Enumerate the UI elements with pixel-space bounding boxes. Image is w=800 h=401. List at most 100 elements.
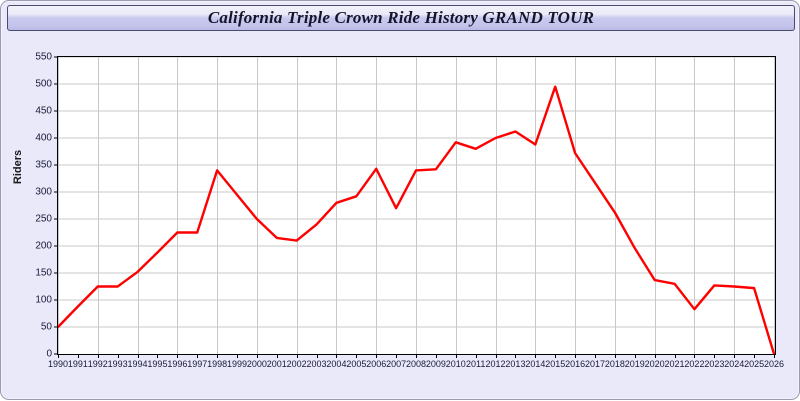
x-axis-tick-mark bbox=[98, 354, 99, 358]
x-axis-tick-mark bbox=[436, 354, 437, 358]
y-axis-tick-mark bbox=[54, 272, 58, 274]
y-axis-tick-mark bbox=[54, 245, 58, 247]
x-axis-tick-mark bbox=[714, 354, 715, 358]
x-axis-tick-mark bbox=[635, 354, 636, 358]
x-axis-tick-mark bbox=[277, 354, 278, 358]
y-axis-tick-label: 150 bbox=[35, 267, 52, 279]
x-axis-tick-mark bbox=[416, 354, 417, 358]
x-axis-tick-mark bbox=[297, 354, 298, 358]
x-axis-tick-mark bbox=[157, 354, 158, 358]
y-axis-tick-mark bbox=[54, 353, 58, 355]
y-axis-tick-label: 50 bbox=[40, 321, 52, 333]
y-axis-tick-label: 350 bbox=[35, 159, 52, 171]
x-axis-tick-label: 2025 bbox=[744, 359, 765, 369]
y-axis-tick-mark bbox=[54, 137, 58, 139]
x-axis-tick-mark bbox=[356, 354, 357, 358]
x-axis-tick-label: 2002 bbox=[286, 359, 307, 369]
x-axis-tick-mark bbox=[476, 354, 477, 358]
x-axis-tick-label: 2006 bbox=[366, 359, 387, 369]
x-axis-tick-mark bbox=[774, 354, 775, 358]
x-axis-tick-label: 1997 bbox=[187, 359, 208, 369]
x-axis-tick-label: 1995 bbox=[147, 359, 168, 369]
x-axis-tick-label: 2012 bbox=[485, 359, 506, 369]
x-axis-tick-label: 2010 bbox=[445, 359, 466, 369]
x-axis-tick-label: 1999 bbox=[226, 359, 248, 369]
x-axis-tick-mark bbox=[754, 354, 755, 358]
x-axis-tick-mark bbox=[575, 354, 576, 358]
x-axis-tick-label: 2013 bbox=[505, 359, 526, 369]
x-axis-tick-mark bbox=[675, 354, 676, 358]
x-axis-tick-label: 2001 bbox=[266, 359, 287, 369]
x-axis-tick-mark bbox=[376, 354, 377, 358]
y-axis-tick-label: 300 bbox=[35, 186, 52, 198]
y-axis-tick-mark bbox=[54, 164, 58, 166]
x-axis-tick-mark bbox=[177, 354, 178, 358]
y-axis-tick-label: 400 bbox=[35, 132, 52, 144]
data-line-riders bbox=[58, 85, 775, 354]
x-axis-tick-mark bbox=[694, 354, 695, 358]
x-axis-tick-label: 2024 bbox=[724, 359, 745, 369]
y-axis-tick-label: 0 bbox=[46, 348, 52, 360]
x-axis-tick-mark bbox=[58, 354, 59, 358]
y-axis-tick-label: 200 bbox=[35, 240, 52, 252]
x-axis-tick-label: 2009 bbox=[425, 359, 446, 369]
x-axis-tick-label: 2014 bbox=[525, 359, 546, 369]
x-axis-tick-mark bbox=[655, 354, 656, 358]
x-axis-tick-label: 1991 bbox=[67, 359, 88, 369]
x-axis-tick-label: 2022 bbox=[684, 359, 705, 369]
window-titlebar: California Triple Crown Ride History GRA… bbox=[7, 5, 795, 31]
x-axis-tick-mark bbox=[396, 354, 397, 358]
y-axis-tick-mark bbox=[54, 299, 58, 301]
x-axis-tick-label: 2008 bbox=[405, 359, 427, 369]
x-axis-tick-label: 2020 bbox=[644, 359, 665, 369]
plot-area: 0 50 100 150 200 250 300 350 400 450 500 550 1990 199… bbox=[35, 52, 784, 370]
x-axis-tick-label: 2015 bbox=[545, 359, 566, 369]
x-axis-tick-mark bbox=[257, 354, 258, 358]
x-axis-tick-mark bbox=[456, 354, 457, 358]
x-axis-tick-label: 1996 bbox=[167, 359, 188, 369]
x-axis-tick-mark bbox=[555, 354, 556, 358]
x-axis-tick-label: 2016 bbox=[565, 359, 586, 369]
y-axis-tick-label: 450 bbox=[35, 105, 52, 117]
x-axis-tick-label: 1994 bbox=[127, 359, 148, 369]
y-axis-tick-label: 500 bbox=[35, 78, 52, 90]
x-axis-tick-label: 1990 bbox=[47, 359, 69, 369]
y-axis-tick-label: 550 bbox=[35, 51, 52, 63]
x-axis-tick-label: 2021 bbox=[664, 359, 685, 369]
grid-lines bbox=[58, 57, 775, 354]
y-axis-tick-mark bbox=[54, 110, 58, 112]
x-axis-tick-mark bbox=[118, 354, 119, 358]
x-axis-tick-mark bbox=[138, 354, 139, 358]
y-axis-tick-mark bbox=[54, 218, 58, 220]
x-axis-tick-label: 1993 bbox=[107, 359, 128, 369]
x-axis-tick-mark bbox=[734, 354, 735, 358]
x-axis-tick-label: 2004 bbox=[326, 359, 347, 369]
x-axis-tick-mark bbox=[515, 354, 516, 358]
x-axis-tick-mark bbox=[237, 354, 238, 358]
x-axis-tick-mark bbox=[336, 354, 337, 358]
x-axis-tick-label: 2023 bbox=[704, 359, 725, 369]
y-axis-tick-label: 250 bbox=[35, 213, 52, 225]
x-axis-tick-label: 2007 bbox=[386, 359, 407, 369]
x-axis-tick-label: 2017 bbox=[584, 359, 606, 369]
y-axis-tick-mark bbox=[54, 83, 58, 85]
y-axis-tick-mark bbox=[54, 326, 58, 328]
x-axis-tick-mark bbox=[317, 354, 318, 358]
x-axis-tick-mark bbox=[197, 354, 198, 358]
y-axis-tick-label: 100 bbox=[35, 294, 52, 306]
x-axis-tick-label: 2003 bbox=[306, 359, 327, 369]
x-axis-tick-label: 2018 bbox=[604, 359, 625, 369]
x-axis-tick-mark bbox=[496, 354, 497, 358]
x-axis-tick-label: 2019 bbox=[624, 359, 645, 369]
x-axis-tick-label: 1992 bbox=[87, 359, 108, 369]
y-axis-tick-mark bbox=[54, 191, 58, 193]
x-axis-tick-label: 2026 bbox=[763, 359, 785, 369]
x-axis-tick-mark bbox=[535, 354, 536, 358]
x-axis-tick-mark bbox=[78, 354, 79, 358]
y-axis-label: Riders bbox=[12, 149, 24, 185]
y-axis-tick-mark bbox=[54, 56, 58, 58]
x-axis-tick-label: 2011 bbox=[465, 359, 486, 369]
x-axis-tick-label: 1998 bbox=[207, 359, 228, 369]
x-axis-tick-mark bbox=[595, 354, 596, 358]
